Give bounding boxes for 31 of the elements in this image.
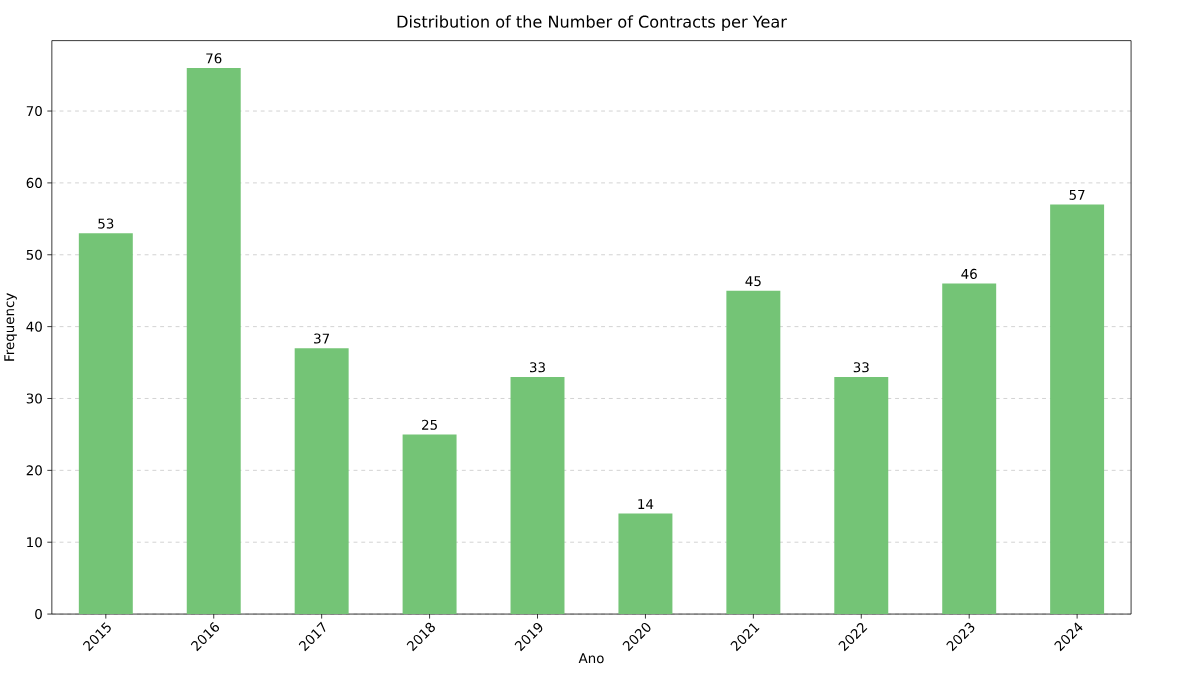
bar (834, 377, 889, 615)
bar (510, 377, 565, 615)
bar (1050, 204, 1105, 615)
bar (942, 283, 997, 615)
y-tick-label: 0 (35, 609, 42, 620)
data-label: 33 (530, 362, 545, 373)
y-tick-label: 40 (26, 321, 42, 332)
data-label: 76 (206, 53, 222, 64)
y-tick-label: 30 (26, 393, 42, 404)
y-tick-label: 70 (26, 106, 42, 117)
y-tick-label: 20 (26, 465, 42, 476)
data-label: 14 (638, 499, 654, 510)
bar (78, 233, 133, 615)
chart-title: Distribution of the Number of Contracts per Year (397, 15, 787, 32)
bar (726, 290, 781, 615)
bar (186, 68, 241, 615)
bar (618, 513, 673, 615)
data-label: 25 (422, 419, 437, 431)
data-label: 33 (853, 362, 869, 373)
bar (402, 434, 457, 615)
data-label: 37 (314, 333, 330, 344)
y-tick-label: 50 (26, 249, 42, 261)
data-label: 57 (1069, 190, 1085, 201)
bar (294, 348, 349, 615)
y-tick-label: 60 (26, 178, 42, 189)
data-label: 45 (745, 276, 761, 287)
data-label: 46 (961, 269, 977, 280)
y-axis-title: Frequency (4, 293, 17, 361)
data-label: 53 (98, 218, 114, 229)
y-tick-label: 10 (27, 537, 42, 548)
x-axis-title: Ano (578, 653, 604, 664)
